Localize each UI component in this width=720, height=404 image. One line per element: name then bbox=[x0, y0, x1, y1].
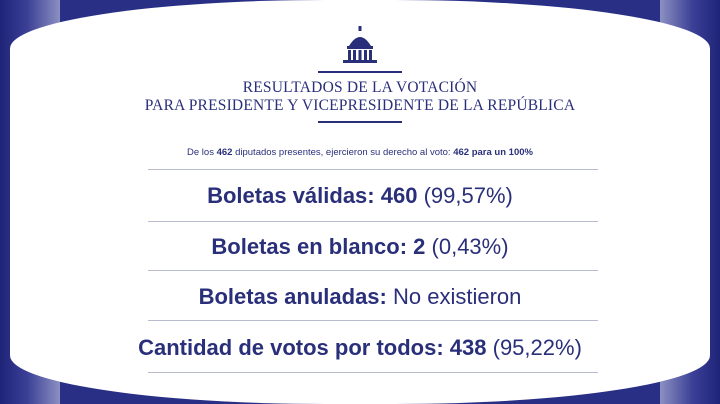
result-label: Boletas válidas: bbox=[207, 183, 375, 208]
result-label: Boletas en blanco: bbox=[211, 234, 408, 259]
result-row-blank: Boletas en blanco: 2 (0,43%) bbox=[0, 233, 720, 261]
results-panel bbox=[10, 0, 710, 404]
congress-dome-icon bbox=[343, 26, 377, 63]
page-title-line1: RESULTADOS DE LA VOTACIÓN bbox=[242, 79, 478, 96]
page-title-line2: PARA PRESIDENTE Y VICEPRESIDENTE DE LA R… bbox=[144, 97, 576, 114]
result-percent: (99,57%) bbox=[423, 183, 513, 208]
result-row-valid: Boletas válidas: 460 (99,57%) bbox=[0, 182, 720, 210]
result-value: 460 bbox=[380, 183, 418, 208]
divider bbox=[148, 270, 598, 271]
title-rule-bottom bbox=[318, 121, 402, 123]
result-value: 2 bbox=[413, 234, 426, 259]
result-label: Cantidad de votos por todos: bbox=[138, 335, 444, 360]
result-row-total: Cantidad de votos por todos: 438 (95,22%… bbox=[0, 334, 720, 362]
divider bbox=[148, 372, 598, 373]
divider bbox=[148, 169, 598, 170]
result-row-annulled: Boletas anuladas: No existieron bbox=[0, 283, 720, 311]
summary-middle2: para un bbox=[469, 147, 509, 158]
summary-present-count: 462 bbox=[216, 147, 233, 158]
result-label: Boletas anuladas: bbox=[198, 284, 387, 309]
result-value: 438 bbox=[449, 335, 487, 360]
summary-voted-count: 462 bbox=[453, 147, 470, 158]
result-percent: (0,43%) bbox=[431, 234, 509, 259]
result-value: No existieron bbox=[393, 284, 522, 309]
vote-summary: De los 462 diputados presentes, ejercier… bbox=[0, 147, 720, 158]
title-rule-top bbox=[318, 71, 402, 73]
summary-percent: 100% bbox=[508, 147, 533, 158]
summary-prefix: De los bbox=[187, 147, 217, 158]
divider bbox=[148, 221, 598, 222]
divider bbox=[148, 320, 598, 321]
result-percent: (95,22%) bbox=[492, 335, 582, 360]
summary-middle1: diputados presentes, ejercieron su derec… bbox=[232, 147, 454, 158]
